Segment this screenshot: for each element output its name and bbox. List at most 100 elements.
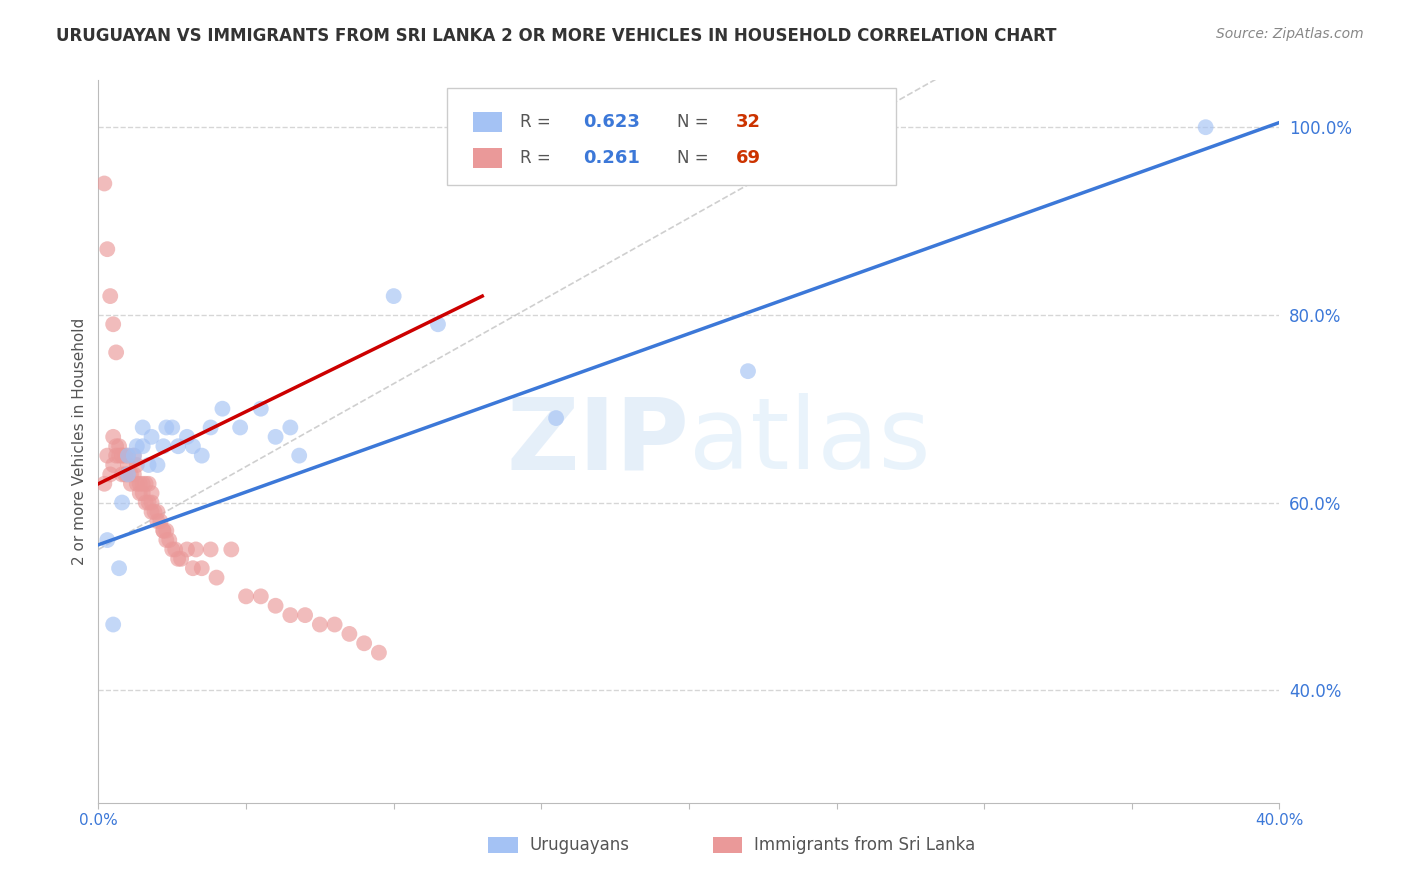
Point — [181, 561, 204, 575]
Point — [165, 542, 187, 557]
Point — [98, 289, 121, 303]
Point — [98, 467, 121, 482]
Point — [229, 420, 252, 434]
Point — [141, 505, 163, 519]
Point — [176, 430, 198, 444]
Bar — [713, 838, 742, 854]
Point — [138, 458, 160, 472]
Point — [157, 533, 180, 547]
Point — [103, 617, 125, 632]
Text: 0.261: 0.261 — [582, 149, 640, 168]
Point — [152, 524, 174, 538]
Point — [120, 467, 142, 482]
Point — [117, 467, 139, 482]
Point — [294, 608, 316, 623]
Point — [125, 476, 148, 491]
Point — [117, 458, 139, 472]
Text: Source: ZipAtlas.com: Source: ZipAtlas.com — [1216, 27, 1364, 41]
Point — [117, 449, 139, 463]
Text: 69: 69 — [737, 149, 761, 168]
Point — [132, 476, 155, 491]
Point — [105, 449, 128, 463]
Point — [111, 449, 134, 463]
Point — [103, 430, 125, 444]
Point — [141, 486, 163, 500]
Point — [96, 533, 118, 547]
Point — [280, 608, 302, 623]
Point — [132, 439, 155, 453]
Point — [138, 495, 160, 509]
Point — [114, 467, 136, 482]
Point — [96, 449, 118, 463]
Point — [93, 476, 115, 491]
Point — [152, 524, 174, 538]
Point — [114, 449, 136, 463]
Point — [141, 430, 163, 444]
Point — [141, 495, 163, 509]
Point — [96, 242, 118, 256]
Point — [353, 636, 375, 650]
Point — [181, 439, 204, 453]
Point — [382, 289, 405, 303]
Point — [191, 561, 214, 575]
Bar — [488, 838, 517, 854]
Point — [122, 449, 145, 463]
Point — [288, 449, 311, 463]
Point — [176, 542, 198, 557]
Point — [103, 458, 125, 472]
Point — [111, 467, 134, 482]
Point — [546, 411, 568, 425]
Point — [117, 449, 139, 463]
Bar — [472, 148, 502, 169]
Point — [128, 486, 150, 500]
Point — [280, 420, 302, 434]
Text: URUGUAYAN VS IMMIGRANTS FROM SRI LANKA 2 OR MORE VEHICLES IN HOUSEHOLD CORRELATI: URUGUAYAN VS IMMIGRANTS FROM SRI LANKA 2… — [56, 27, 1057, 45]
Point — [162, 542, 183, 557]
Point — [125, 458, 148, 472]
Point — [264, 430, 287, 444]
Point — [200, 542, 222, 557]
Point — [221, 542, 243, 557]
Point — [132, 420, 155, 434]
Point — [117, 467, 139, 482]
Point — [146, 514, 169, 528]
Point — [108, 439, 131, 453]
Point — [146, 458, 169, 472]
Point — [200, 420, 222, 434]
Point — [125, 439, 148, 453]
Point — [737, 364, 759, 378]
Text: 0.623: 0.623 — [582, 113, 640, 131]
Point — [368, 646, 391, 660]
Point — [105, 345, 128, 359]
Point — [143, 505, 166, 519]
Point — [128, 476, 150, 491]
Point — [149, 514, 172, 528]
Point — [93, 177, 115, 191]
Point — [122, 467, 145, 482]
Text: R =: R = — [520, 149, 555, 168]
Point — [205, 571, 228, 585]
Point — [135, 495, 157, 509]
Point — [167, 439, 190, 453]
Point — [170, 551, 193, 566]
Point — [120, 476, 142, 491]
Point — [108, 561, 131, 575]
Text: R =: R = — [520, 113, 555, 131]
Point — [122, 449, 145, 463]
Point — [339, 627, 361, 641]
Point — [211, 401, 233, 416]
Point — [111, 449, 134, 463]
Text: Uruguayans: Uruguayans — [530, 837, 630, 855]
Point — [235, 590, 257, 604]
Point — [191, 449, 214, 463]
Point — [155, 524, 177, 538]
Point — [167, 551, 190, 566]
Point — [427, 318, 450, 332]
Text: 32: 32 — [737, 113, 761, 131]
Text: atlas: atlas — [689, 393, 931, 490]
Point — [250, 401, 273, 416]
Point — [146, 505, 169, 519]
Point — [138, 476, 160, 491]
Point — [155, 420, 177, 434]
Point — [105, 439, 128, 453]
